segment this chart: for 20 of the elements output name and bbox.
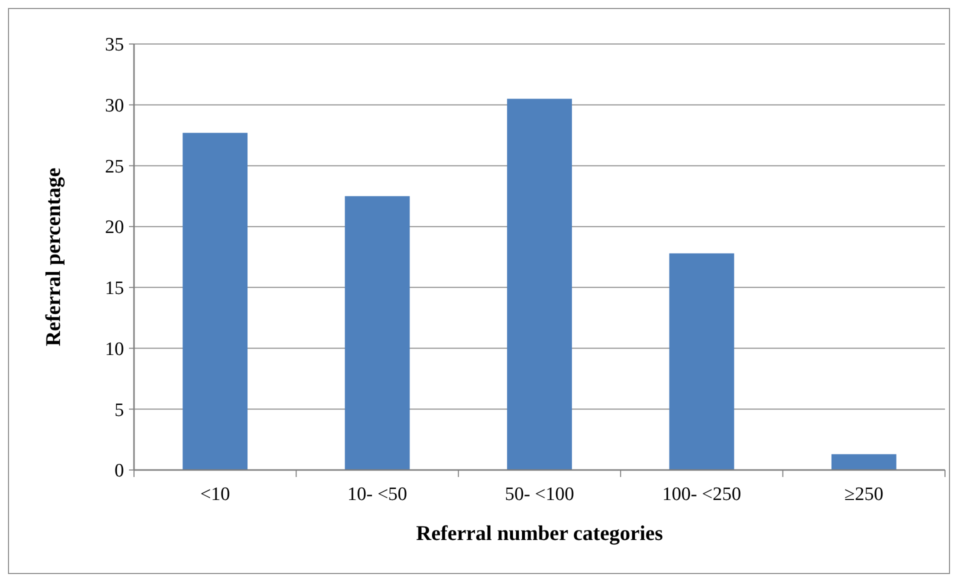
bar xyxy=(344,196,410,470)
y-tick-label: 0 xyxy=(114,460,124,482)
y-tick-label: 20 xyxy=(105,217,124,238)
x-tick-label: 100- <250 xyxy=(662,484,742,505)
y-tick-label: 25 xyxy=(105,156,124,178)
bar xyxy=(182,132,248,470)
y-tick-label: 10 xyxy=(105,338,124,360)
x-tick-label: 10- <50 xyxy=(347,484,408,505)
y-tick-label: 5 xyxy=(114,400,124,421)
x-tick-label: 50- <100 xyxy=(504,484,574,505)
y-tick-label: 35 xyxy=(105,34,124,56)
bar xyxy=(507,98,572,470)
x-axis-title: Referral number categories xyxy=(416,521,663,545)
x-tick-label: <10 xyxy=(200,484,230,505)
bar xyxy=(669,253,734,470)
bar xyxy=(831,454,896,470)
y-tick-label: 15 xyxy=(105,278,124,300)
y-axis-title: Referral percentage xyxy=(41,168,65,346)
x-tick-label: ≥250 xyxy=(844,484,884,505)
y-tick-label: 30 xyxy=(105,96,124,117)
